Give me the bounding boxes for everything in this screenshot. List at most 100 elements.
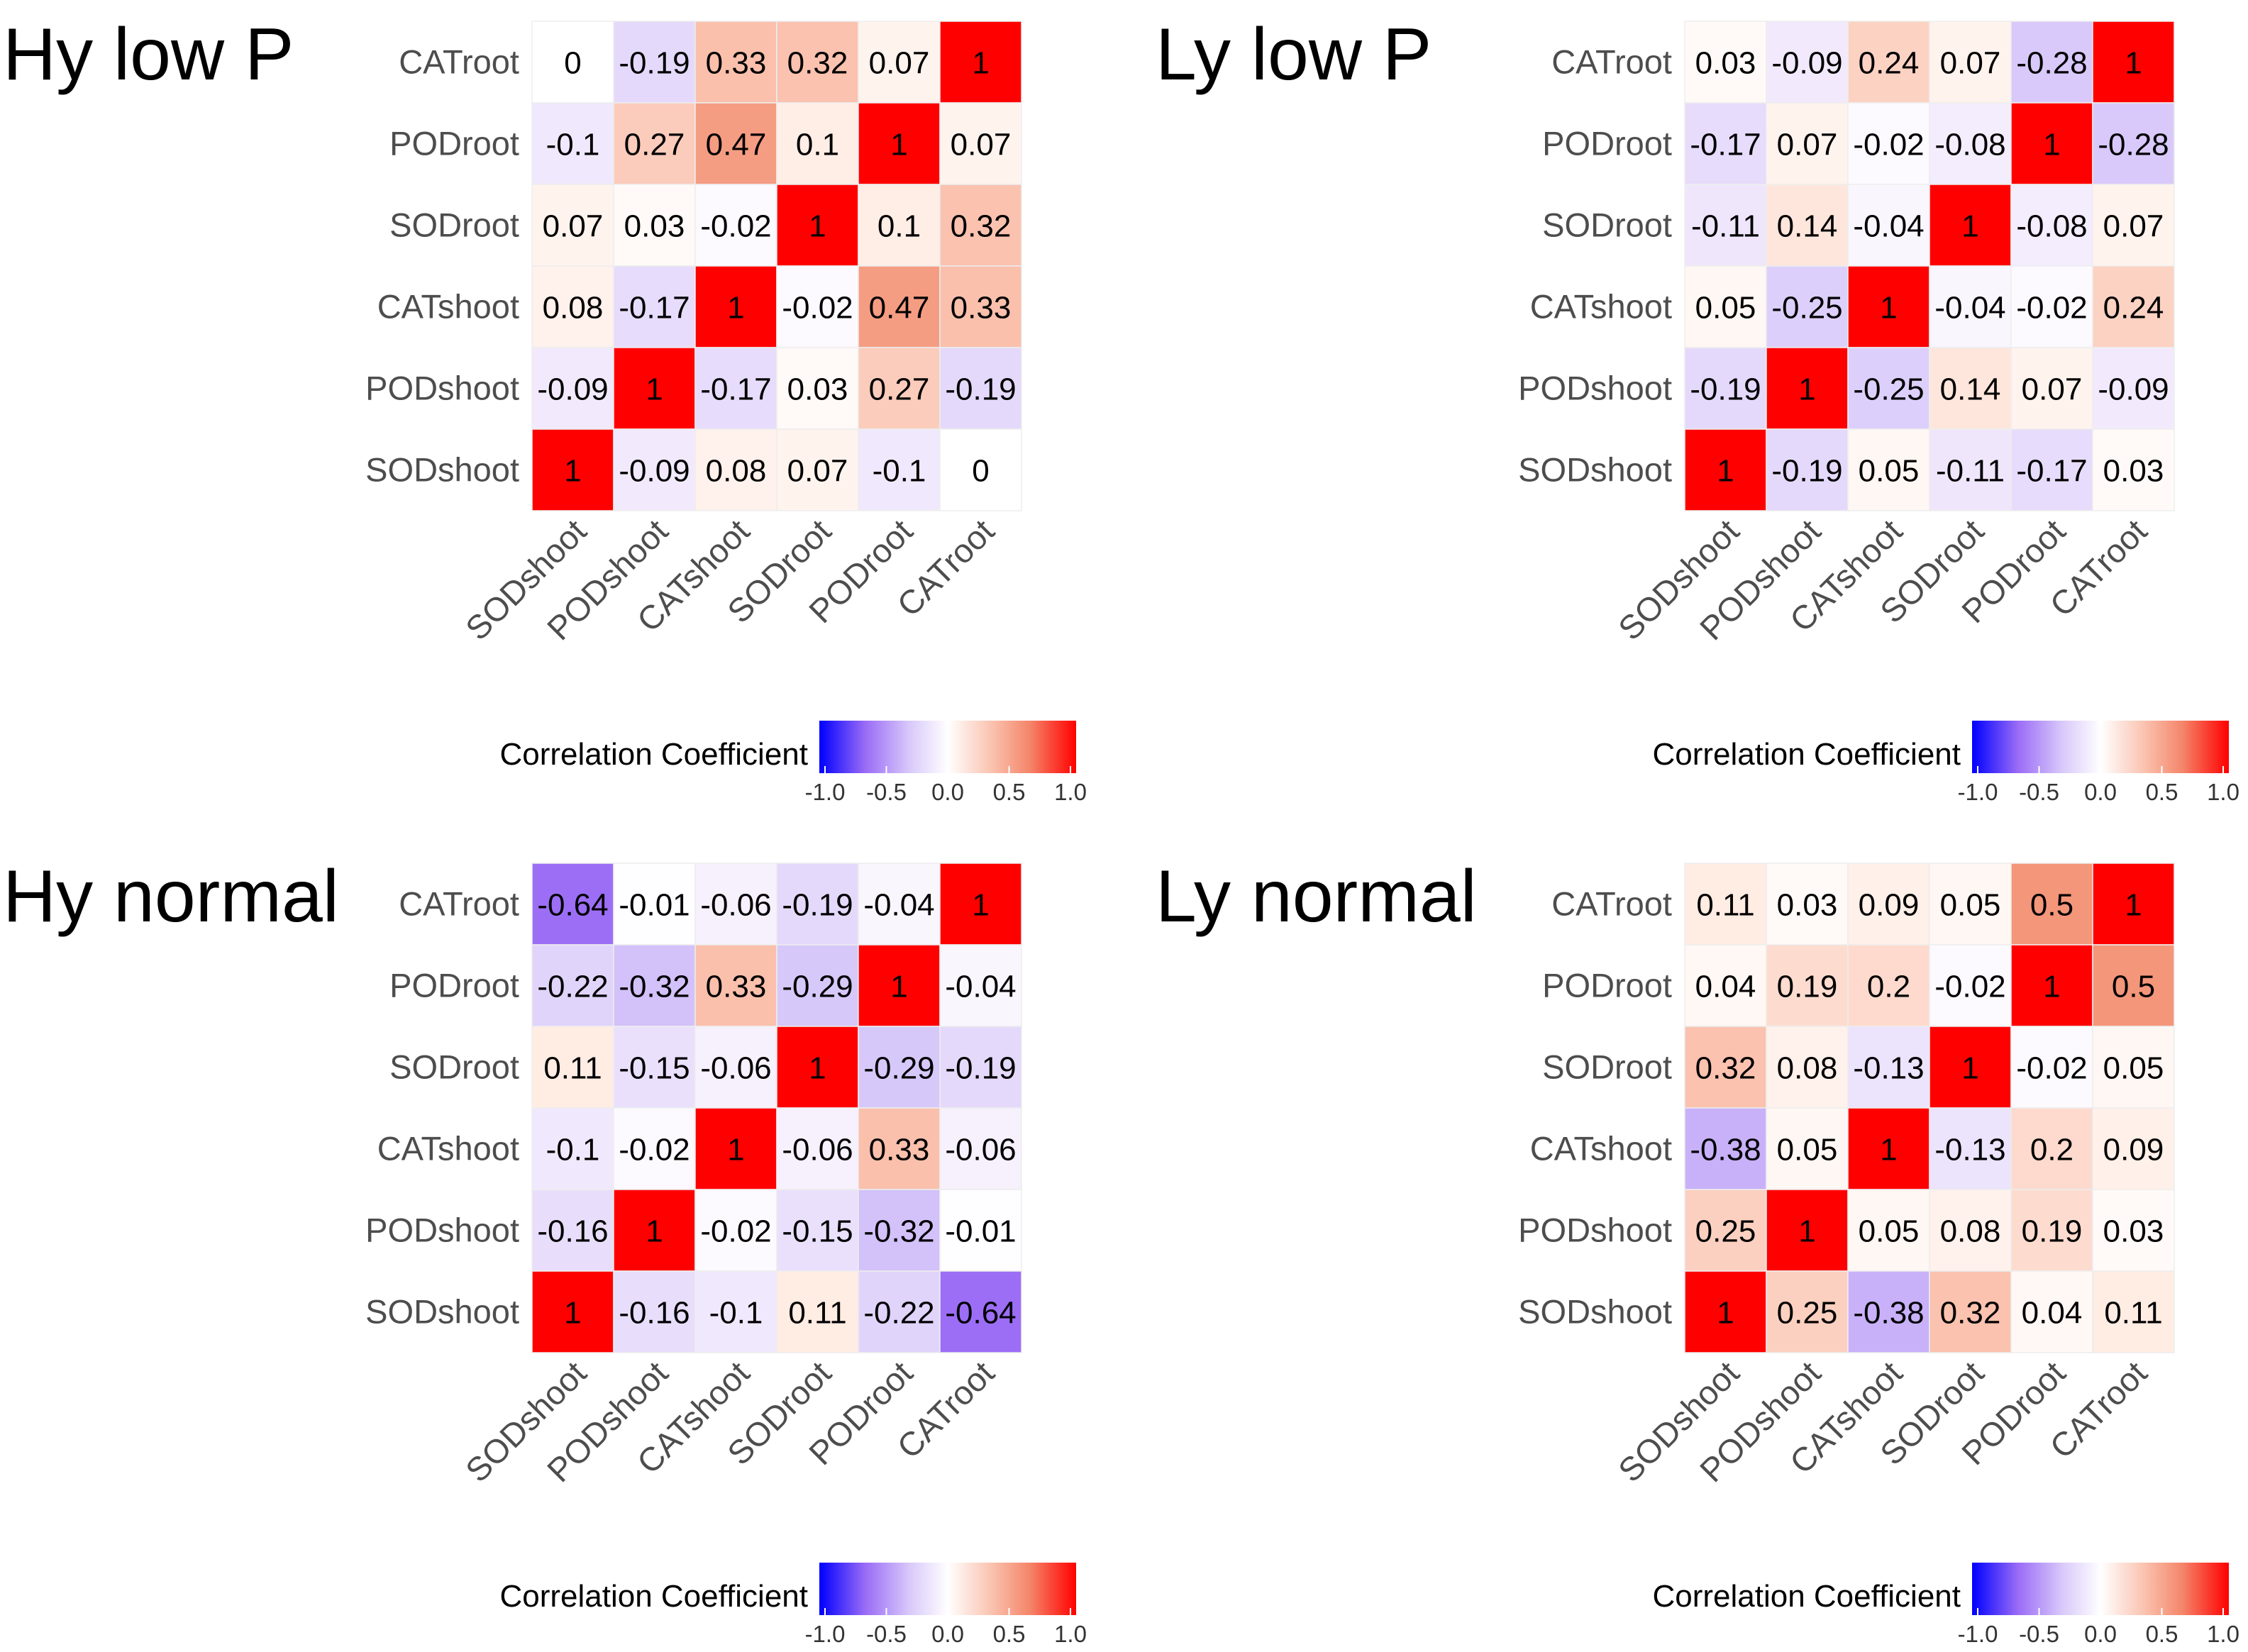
cell-value-label: -0.64 — [945, 1296, 1016, 1331]
cell-value-label: -0.02 — [700, 1214, 771, 1249]
cell-value-label: -0.19 — [945, 1051, 1016, 1086]
heatmap-cell — [776, 347, 859, 430]
legend-tick-label: 0.0 — [2084, 779, 2117, 805]
heatmap-cell — [1684, 347, 1767, 430]
cell-value-label: -0.04 — [945, 970, 1016, 1004]
cell-value-label: 0.08 — [1777, 1051, 1838, 1086]
cell-value-label: -0.09 — [2098, 372, 2169, 407]
heatmap-cell — [1684, 1270, 1767, 1353]
cell-value-label: -0.02 — [619, 1133, 690, 1168]
heatmap-cell — [776, 102, 859, 185]
legend-tick-label: 0.5 — [993, 779, 1026, 805]
legend-title: Correlation Coefficient — [1652, 1579, 1961, 1614]
y-tick-label: CATroot — [1551, 885, 1672, 923]
cell-value-label: -0.28 — [2098, 128, 2169, 162]
cell-value-label: 1 — [2043, 128, 2060, 162]
heatmap-cell — [2092, 347, 2175, 430]
legend-tick-label: 0.0 — [931, 779, 964, 805]
heatmap-cell — [613, 1026, 696, 1109]
cell-value-label: -0.1 — [546, 1133, 600, 1168]
cell-value-label: 0.08 — [543, 291, 604, 326]
cell-value-label: 0.05 — [1859, 1214, 1920, 1249]
cell-value-label: 0.14 — [1940, 372, 2001, 407]
cell-value-label: 0.47 — [706, 128, 767, 162]
heatmap-cell — [531, 428, 614, 511]
cell-value-label: -0.19 — [782, 888, 853, 923]
cell-value-label: -0.15 — [619, 1051, 690, 1086]
cell-value-label: 0.27 — [624, 128, 685, 162]
heatmap-cell — [1766, 265, 1849, 348]
cell-value-label: 0.04 — [2022, 1296, 2083, 1331]
cell-value-label: 1 — [809, 1051, 826, 1086]
cell-value-label: -0.08 — [1934, 128, 2005, 162]
cell-value-label: -0.06 — [700, 888, 771, 923]
cell-value-label: 1 — [809, 209, 826, 244]
cell-value-label: 1 — [727, 291, 744, 326]
cell-value-label: 0.03 — [1777, 888, 1838, 923]
y-tick-label: CATroot — [399, 43, 519, 81]
cell-value-label: 0.03 — [2103, 454, 2164, 489]
cell-value-label: 0.07 — [787, 454, 848, 489]
heatmap-panel: Ly normal 0.11 0.03 0.09 0.05 0.5 1 0.04 0.19 0.2… — [1156, 855, 2239, 1647]
heatmap-cell — [531, 1026, 614, 1109]
cell-value-label: 0.32 — [1695, 1051, 1756, 1086]
cell-value-label: 0.32 — [787, 46, 848, 81]
heatmap-cell — [531, 1107, 614, 1190]
legend-tick-label: 1.0 — [2207, 779, 2239, 805]
heatmap-cell — [1684, 184, 1767, 267]
cell-value-label: -0.22 — [863, 1296, 934, 1331]
heatmap-cell — [2092, 1107, 2175, 1190]
cell-value-label: -0.17 — [2016, 454, 2087, 489]
cell-value-label: 0.19 — [2022, 1214, 2083, 1249]
heatmap-cell — [1929, 1107, 2012, 1190]
cell-value-label: 0.05 — [1777, 1133, 1838, 1168]
heatmap-cell — [613, 265, 696, 348]
heatmap-cell — [2010, 1026, 2093, 1109]
cell-value-label: 0 — [564, 46, 581, 81]
cell-value-label: 0.03 — [624, 209, 685, 244]
heatmap-cell — [613, 1107, 696, 1190]
cell-value-label: 0.07 — [2103, 209, 2164, 244]
y-tick-label: CATroot — [1551, 43, 1672, 81]
heatmap-cell — [694, 1026, 777, 1109]
heatmap-cell — [2092, 863, 2175, 946]
cell-value-label: -0.38 — [1690, 1133, 1761, 1168]
cell-value-label: 0.07 — [2022, 372, 2083, 407]
cell-value-label: -0.04 — [1853, 209, 1924, 244]
heatmap-cell — [1929, 184, 2012, 267]
cell-value-label: -0.17 — [700, 372, 771, 407]
cell-value-label: -0.19 — [1771, 454, 1842, 489]
heatmap-cell — [939, 428, 1022, 511]
y-tick-label: SODshoot — [1518, 451, 1672, 489]
cell-value-label: -0.19 — [619, 46, 690, 81]
y-tick-label: SODroot — [1542, 206, 1672, 244]
cell-value-label: 0.32 — [1940, 1296, 2001, 1331]
heatmap-cell — [1766, 184, 1849, 267]
legend-tick-label: -0.5 — [2019, 1621, 2059, 1647]
cell-value-label: -0.38 — [1853, 1296, 1924, 1331]
heatmap-cell — [1847, 1270, 1930, 1353]
y-tick-label: PODroot — [389, 967, 519, 1004]
heatmap-cell — [1847, 21, 1930, 104]
legend-tick-label: 1.0 — [1054, 779, 1087, 805]
heatmap-cell — [939, 1026, 1022, 1109]
heatmap-cell — [2092, 1026, 2175, 1109]
cell-value-label: 1 — [646, 1214, 663, 1249]
cell-value-label: 1 — [564, 1296, 581, 1331]
heatmap-cell — [1847, 1189, 1930, 1272]
cell-value-label: -0.19 — [1690, 372, 1761, 407]
heatmap-cell — [1766, 944, 1849, 1027]
y-tick-label: PODshoot — [365, 1212, 519, 1249]
heatmap-cell — [531, 184, 614, 267]
cell-value-label: -0.17 — [619, 291, 690, 326]
heatmap-cell — [531, 1189, 614, 1272]
heatmap-cell — [694, 1107, 777, 1190]
legend-title: Correlation Coefficient — [499, 1579, 808, 1614]
cell-value-label: 1 — [1880, 291, 1897, 326]
heatmap-cell — [531, 1270, 614, 1353]
heatmap-cell — [858, 347, 941, 430]
cell-value-label: 1 — [1798, 1214, 1815, 1249]
heatmap-panel: Hy low P 0 -0.19 0.33 0.32 0.07 1 -0.1 0.27 0.47 0… — [3, 13, 1087, 805]
heatmap-cell — [1684, 21, 1767, 104]
cell-value-label: 1 — [1717, 454, 1734, 489]
